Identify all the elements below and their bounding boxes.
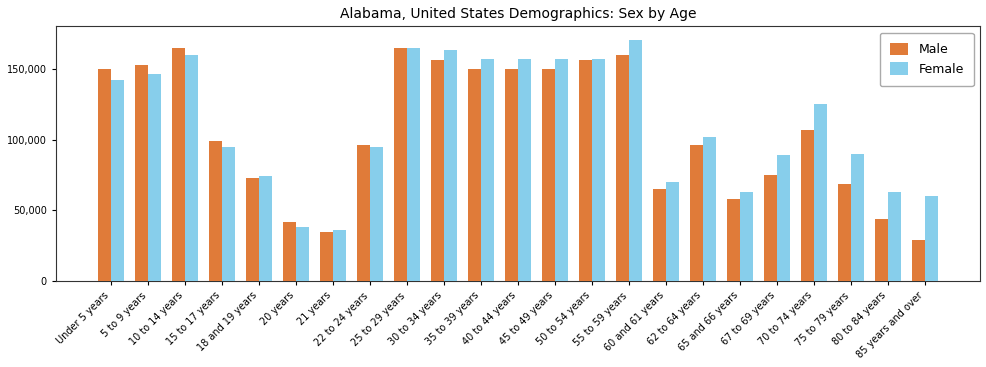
Bar <box>740 192 752 281</box>
Bar <box>393 48 406 281</box>
Bar <box>592 59 604 281</box>
Bar <box>319 232 332 281</box>
Bar <box>135 65 148 281</box>
Bar <box>110 80 124 281</box>
Bar <box>850 154 863 281</box>
Bar <box>184 55 198 281</box>
Bar <box>887 192 900 281</box>
Legend: Male, Female: Male, Female <box>879 33 973 86</box>
Bar <box>370 147 383 281</box>
Bar <box>172 48 184 281</box>
Bar <box>518 59 530 281</box>
Bar <box>554 59 567 281</box>
Bar <box>541 69 554 281</box>
Bar <box>209 141 222 281</box>
Bar <box>727 199 740 281</box>
Bar <box>332 230 345 281</box>
Bar <box>776 155 789 281</box>
Bar <box>505 69 518 281</box>
Bar <box>444 50 457 281</box>
Bar <box>406 48 419 281</box>
Bar <box>222 147 235 281</box>
Bar <box>702 137 715 281</box>
Bar <box>283 222 296 281</box>
Bar <box>666 182 678 281</box>
Bar <box>98 69 110 281</box>
Bar <box>246 178 258 281</box>
Bar <box>148 75 161 281</box>
Bar <box>813 104 826 281</box>
Bar <box>837 184 850 281</box>
Bar <box>615 55 628 281</box>
Bar <box>763 175 776 281</box>
Bar <box>296 228 309 281</box>
Bar <box>689 145 702 281</box>
Bar <box>258 177 271 281</box>
Bar <box>653 189 666 281</box>
Bar <box>579 60 592 281</box>
Bar <box>875 219 887 281</box>
Bar <box>911 240 924 281</box>
Bar <box>431 60 444 281</box>
Bar <box>467 69 480 281</box>
Bar <box>628 40 641 281</box>
Bar <box>357 145 370 281</box>
Bar <box>801 130 813 281</box>
Bar <box>924 196 937 281</box>
Title: Alabama, United States Demographics: Sex by Age: Alabama, United States Demographics: Sex… <box>339 7 695 21</box>
Bar <box>480 59 493 281</box>
